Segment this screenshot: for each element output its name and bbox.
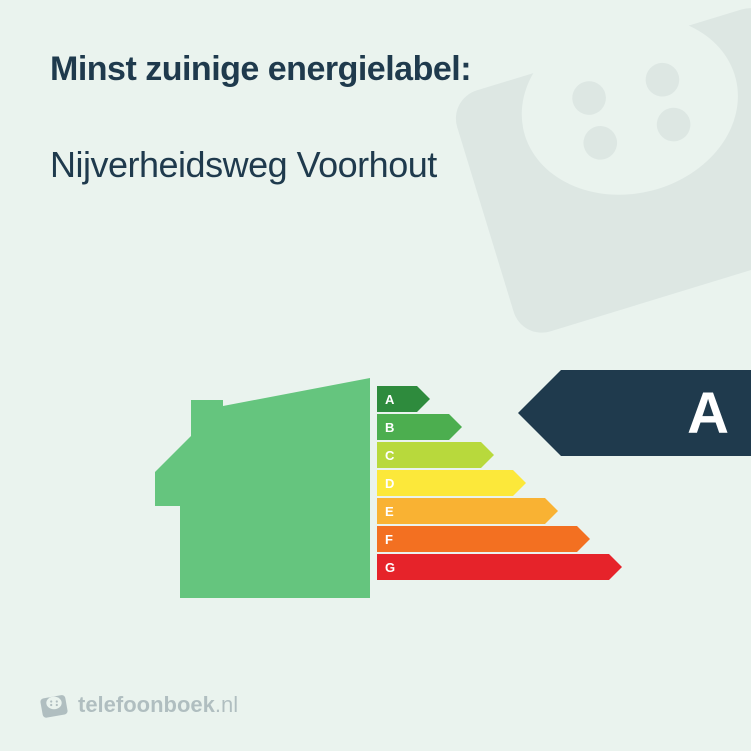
energy-bar-label: B xyxy=(385,420,394,435)
house-icon xyxy=(155,378,370,598)
energy-bar-c: C xyxy=(377,442,481,468)
energy-bar-b: B xyxy=(377,414,449,440)
footer-brand-light: .nl xyxy=(215,692,238,717)
energy-bar-g: G xyxy=(377,554,609,580)
footer-brand: telefoonboek.nl xyxy=(78,692,238,718)
footer-brand-bold: telefoonboek xyxy=(78,692,215,717)
energy-bar-row: F xyxy=(377,526,609,552)
energy-bar-f: F xyxy=(377,526,577,552)
footer: telefoonboek.nl xyxy=(40,691,238,719)
energy-bar-label: G xyxy=(385,560,395,575)
energy-bar-row: G xyxy=(377,554,609,580)
energy-bar-e: E xyxy=(377,498,545,524)
energy-bar-label: D xyxy=(385,476,394,491)
energy-bar-label: E xyxy=(385,504,394,519)
rating-badge: A xyxy=(561,370,751,456)
energy-bar-a: A xyxy=(377,386,417,412)
footer-logo-icon xyxy=(40,691,68,719)
energy-bar-d: D xyxy=(377,470,513,496)
energy-bar-row: E xyxy=(377,498,609,524)
energy-bar-label: F xyxy=(385,532,393,547)
energy-bar-label: A xyxy=(385,392,394,407)
energy-bar-label: C xyxy=(385,448,394,463)
rating-letter: A xyxy=(687,380,729,447)
energy-bar-row: D xyxy=(377,470,609,496)
location-name: Nijverheidsweg Voorhout xyxy=(50,144,701,186)
page-title: Minst zuinige energielabel: xyxy=(50,50,701,89)
